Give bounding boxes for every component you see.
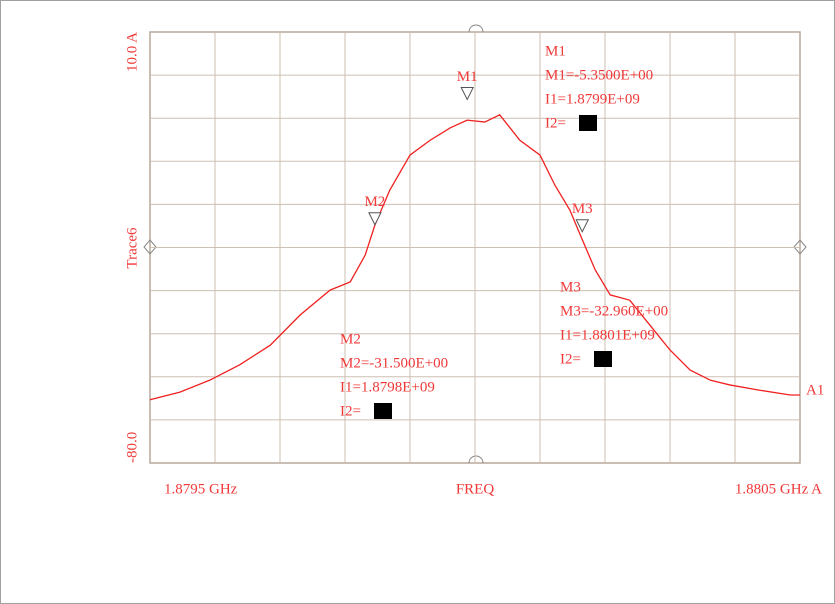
marker-triangle	[368, 212, 382, 226]
ref-marker	[143, 239, 157, 255]
marker-triangle	[460, 87, 475, 101]
marker-box	[594, 351, 612, 367]
marker-readout: I2=	[545, 115, 566, 131]
marker-box	[374, 403, 392, 419]
x-axis-label: FREQ	[456, 481, 495, 497]
marker-readout: M1	[545, 43, 566, 59]
marker-readout: M1=-5.3500E+00	[545, 67, 653, 83]
marker-label: M1	[457, 69, 478, 85]
y-axis-label: Trace6	[124, 227, 140, 269]
marker-readout: I2=	[340, 403, 361, 419]
center-marker	[468, 24, 484, 33]
marker-readout: M3	[560, 279, 581, 295]
marker-label: M3	[572, 201, 593, 217]
ref-marker	[793, 239, 807, 255]
marker-triangle	[575, 219, 590, 233]
center-marker	[468, 455, 484, 464]
marker-label: M2	[364, 194, 385, 210]
y-tick-label: 10.0 A	[124, 32, 140, 72]
trace-name: A1	[806, 382, 824, 398]
marker-readout: I1=1.8799E+09	[545, 91, 640, 107]
marker-readout: M3=-32.960E+00	[560, 303, 668, 319]
y-tick-label: -80.0	[124, 432, 140, 463]
trace	[149, 114, 800, 401]
marker-readout: I1=1.8798E+09	[340, 379, 435, 395]
marker-readout: M2=-31.500E+00	[340, 355, 448, 371]
x-tick-label: 1.8795 GHz	[164, 481, 238, 497]
x-tick-label: 1.8805 GHz A	[735, 481, 822, 497]
marker-readout: I2=	[560, 351, 581, 367]
marker-readout: M2	[340, 331, 361, 347]
marker-box	[579, 115, 597, 131]
marker-readout: I1=1.8801E+09	[560, 327, 655, 343]
